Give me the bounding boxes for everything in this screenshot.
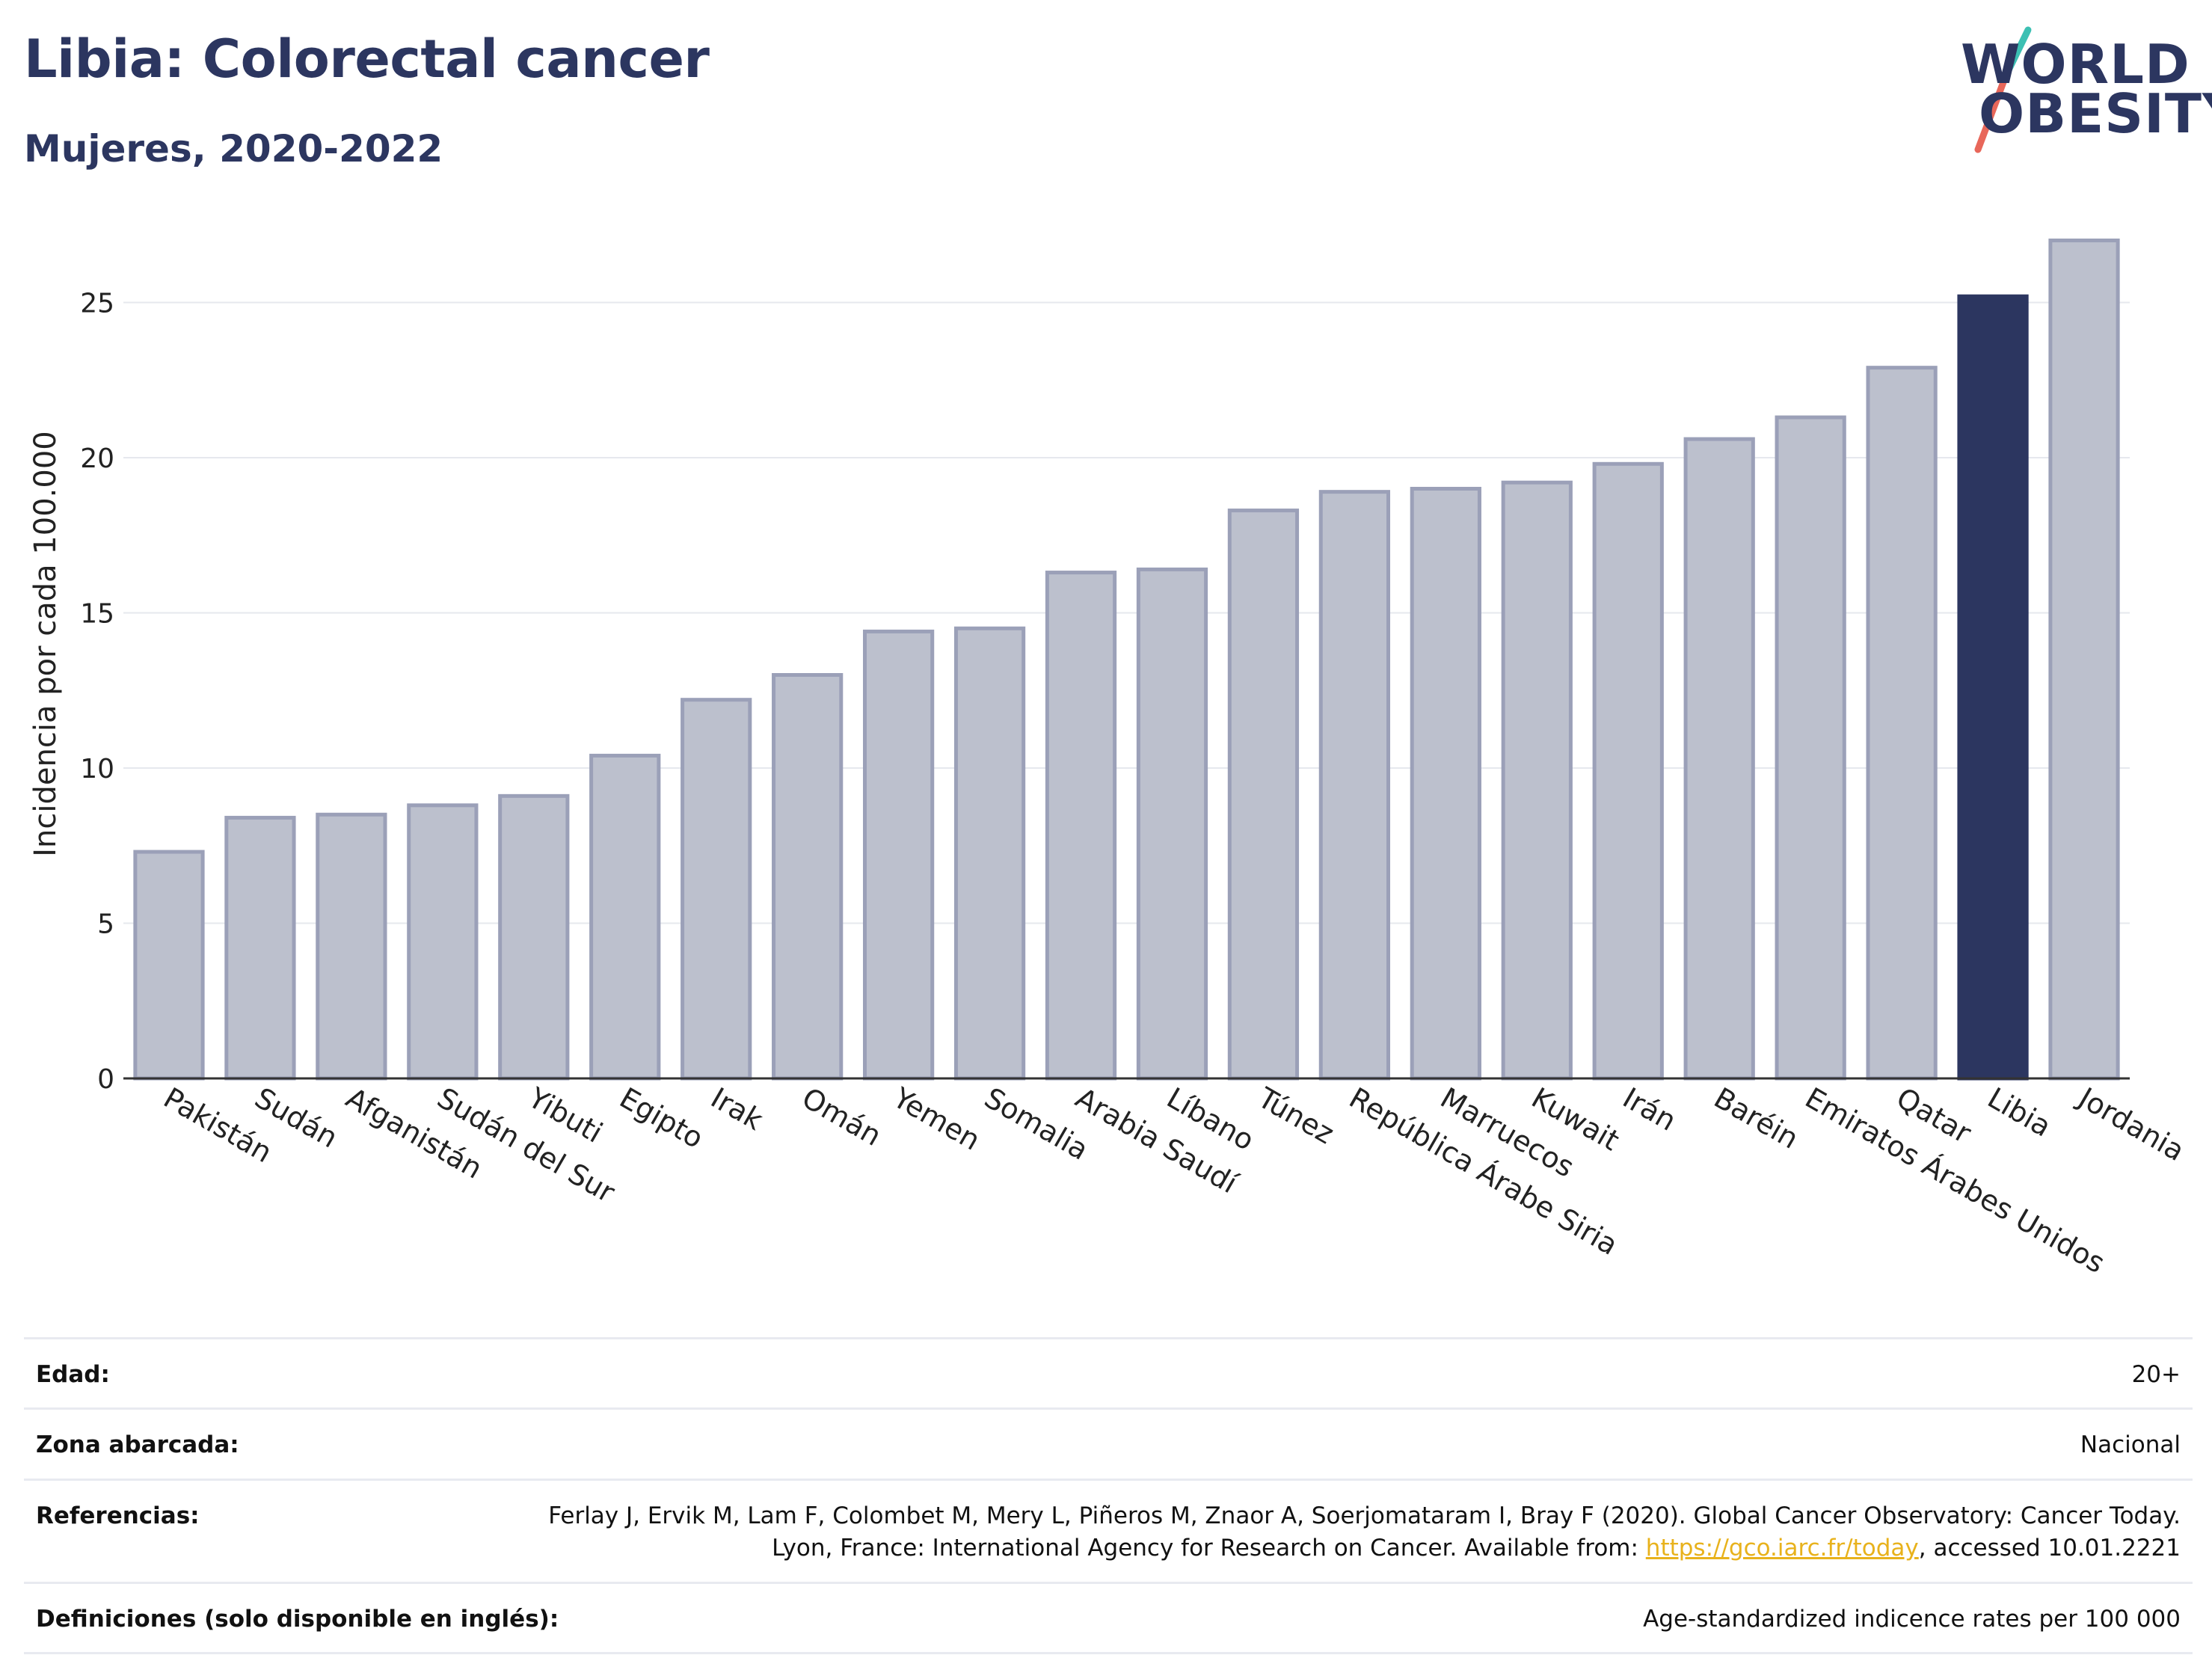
logo-slash-icon bbox=[1974, 26, 2032, 153]
bar-14 bbox=[1318, 490, 1391, 1081]
chart-title: Libia: Colorectal cancer bbox=[24, 28, 710, 90]
y-tick-label: 15 bbox=[80, 599, 114, 630]
y-tick-label: 0 bbox=[97, 1064, 114, 1095]
info-value-area: Nacional bbox=[2080, 1431, 2181, 1459]
bar-9 bbox=[862, 629, 935, 1081]
bar-2 bbox=[224, 815, 296, 1081]
y-axis-label: Incidencia por cada 100.000 bbox=[28, 431, 63, 857]
info-value-definitions: Age-standardized indicence rates per 100… bbox=[1643, 1605, 2181, 1633]
bar-21 bbox=[1957, 294, 2029, 1081]
bar-6 bbox=[589, 753, 661, 1081]
logo-word-world: WORLD bbox=[1961, 33, 2190, 96]
x-tick-label: Omán bbox=[796, 1081, 887, 1152]
info-value-references: Ferlay J, Ervik M, Lam F, Colombet M, Me… bbox=[535, 1500, 2181, 1565]
info-label-references: Referencias: bbox=[36, 1502, 200, 1529]
x-tick-label: Túnez bbox=[1252, 1081, 1339, 1150]
y-tick-label: 20 bbox=[80, 443, 114, 474]
bar-12 bbox=[1136, 567, 1208, 1081]
x-tick-label: Egipto bbox=[614, 1081, 709, 1155]
bar-8 bbox=[772, 673, 844, 1081]
bar-10 bbox=[953, 626, 1026, 1081]
info-row-references: Referencias: Ferlay J, Ervik M, Lam F, C… bbox=[24, 1478, 2193, 1582]
bar-19 bbox=[1775, 415, 1846, 1081]
reference-link[interactable]: https://gco.iarc.fr/today bbox=[1645, 1535, 1919, 1562]
x-tick-label: Irán bbox=[1617, 1081, 1682, 1137]
reference-text: Ferlay J, Ervik M, Lam F, Colombet M, Me… bbox=[548, 1502, 2181, 1562]
x-tick-label: Yemen bbox=[887, 1081, 986, 1157]
info-label-area: Zona abarcada: bbox=[36, 1431, 239, 1459]
chart-subtitle: Mujeres, 2020-2022 bbox=[24, 127, 443, 171]
x-tick-label: Irak bbox=[705, 1081, 768, 1137]
info-row-definitions: Definiciones (solo disponible en inglés)… bbox=[24, 1581, 2193, 1654]
world-obesity-logo: WORLD OBESITY bbox=[1944, 22, 2212, 165]
bar-13 bbox=[1227, 509, 1300, 1081]
info-row-area: Zona abarcada: Nacional bbox=[24, 1407, 2193, 1478]
bar-22 bbox=[2048, 239, 2120, 1081]
bar-3 bbox=[316, 812, 387, 1081]
info-row-age: Edad: 20+ bbox=[24, 1337, 2193, 1407]
info-table: Edad: 20+ Zona abarcada: Nacional Refere… bbox=[24, 1337, 2193, 1654]
info-label-definitions: Definiciones (solo disponible en inglés)… bbox=[36, 1605, 559, 1633]
x-tick-label: Libia bbox=[1982, 1081, 2057, 1143]
reference-accessed: , accessed 10.01.2221 bbox=[1918, 1535, 2181, 1562]
bar-17 bbox=[1592, 461, 1664, 1081]
bar-1 bbox=[133, 850, 205, 1081]
y-tick-label: 5 bbox=[97, 909, 114, 940]
bar-7 bbox=[681, 698, 752, 1081]
bar-4 bbox=[407, 803, 479, 1081]
x-tick-label: Baréin bbox=[1709, 1081, 1804, 1155]
bar-16 bbox=[1501, 480, 1573, 1081]
x-tick-label: Jordania bbox=[2072, 1081, 2190, 1167]
info-label-age: Edad: bbox=[36, 1361, 110, 1388]
bar-11 bbox=[1045, 571, 1117, 1081]
logo-word-obesity: OBESITY bbox=[1979, 82, 2212, 145]
bar-15 bbox=[1410, 487, 1481, 1081]
bar-5 bbox=[498, 793, 570, 1081]
y-tick-label: 25 bbox=[80, 289, 114, 319]
x-tick-label: Somalia bbox=[979, 1081, 1094, 1167]
y-tick-label: 10 bbox=[80, 754, 114, 784]
info-value-age: 20+ bbox=[2131, 1361, 2181, 1388]
bar-18 bbox=[1683, 437, 1755, 1081]
bar-20 bbox=[1866, 366, 1938, 1081]
